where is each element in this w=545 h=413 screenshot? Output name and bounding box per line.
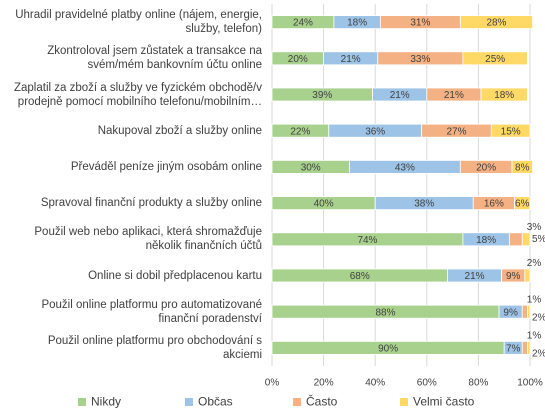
value-label: 9% xyxy=(506,271,521,282)
value-label: 88% xyxy=(376,307,396,318)
value-label: 31% xyxy=(410,18,430,29)
value-label: 68% xyxy=(350,271,370,282)
value-label: 8% xyxy=(515,163,530,174)
legend-swatch xyxy=(185,398,193,406)
bar-segment xyxy=(527,340,531,355)
bar-segment xyxy=(511,159,533,174)
category-label: Použil online platformu pro obchodování … xyxy=(47,334,262,361)
bar-segment xyxy=(524,268,531,283)
bar-segment xyxy=(459,15,533,30)
bar-segment xyxy=(521,232,531,247)
category-label: Převáděl peníze jiným osobám online xyxy=(70,160,262,173)
value-label: 6% xyxy=(515,199,530,210)
category-label: Použil web nebo aplikaci, která shromažď… xyxy=(34,226,262,253)
value-label: 20% xyxy=(476,163,496,174)
category-label: Zkontroloval jsem zůstatek a transakce n… xyxy=(47,45,262,72)
value-label: 21% xyxy=(341,54,361,65)
value-label: 43% xyxy=(395,163,415,174)
value-label: 2% xyxy=(527,258,542,269)
value-label: 90% xyxy=(378,344,398,355)
value-label: 22% xyxy=(290,126,310,137)
value-label: 1% xyxy=(527,294,542,305)
value-label: 18% xyxy=(347,18,367,29)
x-tick-label: 20% xyxy=(314,378,334,389)
value-label: 16% xyxy=(484,199,504,210)
value-label: 40% xyxy=(314,199,334,210)
legend-swatch xyxy=(293,398,301,406)
x-tick-label: 0% xyxy=(265,378,280,389)
bar-segment xyxy=(521,340,528,355)
value-label: 30% xyxy=(301,163,321,174)
value-label: 21% xyxy=(465,271,485,282)
bar-segment xyxy=(480,87,528,102)
value-label: 28% xyxy=(486,18,506,29)
x-tick-label: 40% xyxy=(365,378,385,389)
value-label: 25% xyxy=(485,54,505,65)
value-label: 9% xyxy=(503,307,518,318)
x-tick-label: 100% xyxy=(517,378,543,389)
value-label: 5% xyxy=(532,234,545,245)
x-tick-label: 80% xyxy=(468,378,488,389)
value-label: 18% xyxy=(476,235,496,246)
value-label: 1% xyxy=(527,331,542,342)
value-label: 18% xyxy=(494,90,514,101)
x-tick-label: 60% xyxy=(417,378,437,389)
legend-swatch xyxy=(400,398,408,406)
value-label: 36% xyxy=(365,126,385,137)
category-label: Použil online platformu pro automatizova… xyxy=(41,298,262,325)
value-label: 21% xyxy=(390,90,410,101)
value-label: 33% xyxy=(410,54,430,65)
value-label: 2% xyxy=(532,312,545,323)
value-label: 24% xyxy=(293,18,313,29)
value-label: 38% xyxy=(414,199,434,210)
category-label: Online si dobil předplacenou kartu xyxy=(88,269,262,282)
value-label: 21% xyxy=(444,90,464,101)
category-label: Nakupoval zboží a služby online xyxy=(97,124,262,137)
bar-segment xyxy=(508,232,523,247)
category-label: Uhradil pravidelné platby online (nájem,… xyxy=(15,9,262,36)
bar-segment xyxy=(490,123,531,138)
legend-label: Nikdy xyxy=(91,395,121,409)
bar-segment xyxy=(527,304,531,319)
legend-swatch xyxy=(78,398,86,406)
legend-label: Často xyxy=(306,394,338,409)
value-label: 20% xyxy=(288,54,308,65)
value-label: 27% xyxy=(446,126,466,137)
category-label: Spravoval finanční produkty a služby onl… xyxy=(40,197,262,210)
value-label: 74% xyxy=(357,235,377,246)
value-label: 2% xyxy=(532,349,545,360)
value-label: 39% xyxy=(312,90,332,101)
legend-label: Velmi často xyxy=(413,395,475,409)
legend-label: Občas xyxy=(198,395,233,409)
category-label: Zaplatil za zboží a služby ve fyzickém o… xyxy=(13,81,262,108)
value-label: 3% xyxy=(527,222,542,233)
value-label: 7% xyxy=(506,344,521,355)
value-label: 15% xyxy=(501,126,521,137)
bar-segment xyxy=(521,304,528,319)
bar-segment xyxy=(462,51,528,66)
bar-segment xyxy=(514,196,531,211)
